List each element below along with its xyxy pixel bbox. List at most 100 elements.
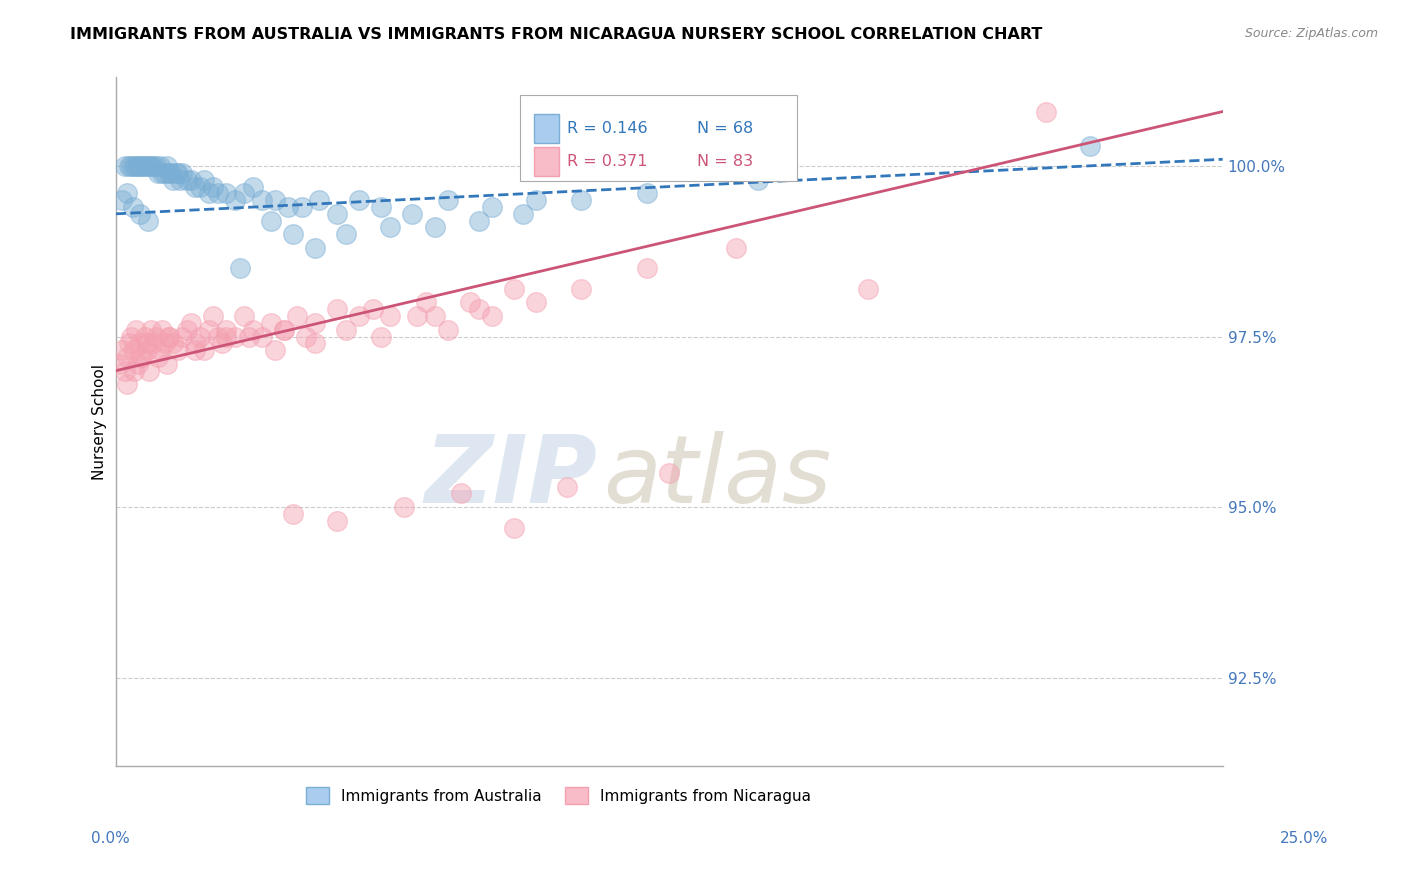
Point — [281, 227, 304, 242]
Point — [149, 159, 172, 173]
FancyBboxPatch shape — [534, 147, 558, 176]
Point — [526, 295, 548, 310]
Point — [503, 520, 526, 534]
Point — [156, 357, 179, 371]
Legend: Immigrants from Australia, Immigrants from Nicaragua: Immigrants from Australia, Immigrants fr… — [299, 781, 817, 810]
Point — [260, 316, 283, 330]
Text: R = 0.371: R = 0.371 — [568, 154, 648, 169]
Point — [326, 514, 349, 528]
Point — [326, 302, 349, 317]
Point — [349, 193, 371, 207]
FancyBboxPatch shape — [534, 114, 558, 143]
Point — [468, 213, 491, 227]
Point — [423, 309, 446, 323]
Point — [260, 213, 283, 227]
Point — [184, 336, 207, 351]
Point — [127, 159, 149, 173]
Point — [135, 336, 157, 351]
Point — [215, 186, 238, 201]
Point — [202, 179, 225, 194]
Point — [146, 166, 169, 180]
Point — [291, 200, 314, 214]
Point — [176, 323, 198, 337]
Point — [224, 193, 246, 207]
Point — [129, 207, 152, 221]
Point — [215, 329, 238, 343]
Point — [134, 159, 156, 173]
Point — [380, 220, 402, 235]
Point — [136, 213, 159, 227]
Point — [304, 336, 326, 351]
Point — [202, 309, 225, 323]
Point — [238, 329, 260, 343]
Point — [242, 323, 264, 337]
Point — [115, 186, 138, 201]
Point — [188, 179, 211, 194]
Point — [176, 172, 198, 186]
Point — [405, 309, 427, 323]
Point — [308, 193, 330, 207]
Point — [135, 159, 157, 173]
Point — [370, 200, 392, 214]
Point — [184, 343, 207, 358]
Point — [127, 357, 149, 371]
Point — [125, 323, 148, 337]
FancyBboxPatch shape — [520, 95, 797, 181]
Point — [512, 207, 534, 221]
Point — [193, 172, 215, 186]
Point — [295, 329, 318, 343]
Point — [273, 323, 295, 337]
Point — [335, 323, 357, 337]
Point — [392, 500, 415, 514]
Text: 25.0%: 25.0% — [1281, 831, 1329, 846]
Point — [229, 261, 252, 276]
Point — [349, 309, 371, 323]
Point — [285, 309, 308, 323]
Point — [224, 329, 246, 343]
Point — [215, 323, 238, 337]
Point — [115, 377, 138, 392]
Point — [335, 227, 357, 242]
Point — [150, 323, 173, 337]
Point — [169, 172, 191, 186]
Point — [122, 343, 145, 358]
Point — [157, 329, 180, 343]
Point — [180, 316, 202, 330]
Point — [277, 200, 299, 214]
Point — [114, 364, 136, 378]
Point — [242, 179, 264, 194]
Point — [153, 336, 176, 351]
Text: IMMIGRANTS FROM AUSTRALIA VS IMMIGRANTS FROM NICARAGUA NURSERY SCHOOL CORRELATIO: IMMIGRANTS FROM AUSTRALIA VS IMMIGRANTS … — [70, 27, 1043, 42]
Point — [415, 295, 437, 310]
Y-axis label: Nursery School: Nursery School — [93, 364, 107, 480]
Point — [468, 302, 491, 317]
Point — [157, 166, 180, 180]
Point — [370, 329, 392, 343]
Point — [636, 261, 658, 276]
Point — [458, 295, 481, 310]
Point — [162, 336, 184, 351]
Point — [145, 159, 167, 173]
Point — [141, 323, 163, 337]
Point — [526, 193, 548, 207]
Point — [115, 350, 138, 364]
Point — [157, 329, 180, 343]
Point — [281, 507, 304, 521]
Point — [401, 207, 423, 221]
Point — [111, 193, 134, 207]
Point — [1078, 138, 1101, 153]
Point — [250, 329, 273, 343]
Point — [166, 343, 188, 358]
Point — [264, 193, 287, 207]
Point — [193, 343, 215, 358]
Text: R = 0.146: R = 0.146 — [568, 121, 648, 136]
Point — [197, 186, 219, 201]
Point — [658, 466, 681, 480]
Point — [423, 220, 446, 235]
Point — [110, 357, 132, 371]
Point — [165, 166, 187, 180]
Point — [557, 480, 579, 494]
Point — [156, 159, 179, 173]
Point — [569, 282, 592, 296]
Point — [114, 159, 136, 173]
